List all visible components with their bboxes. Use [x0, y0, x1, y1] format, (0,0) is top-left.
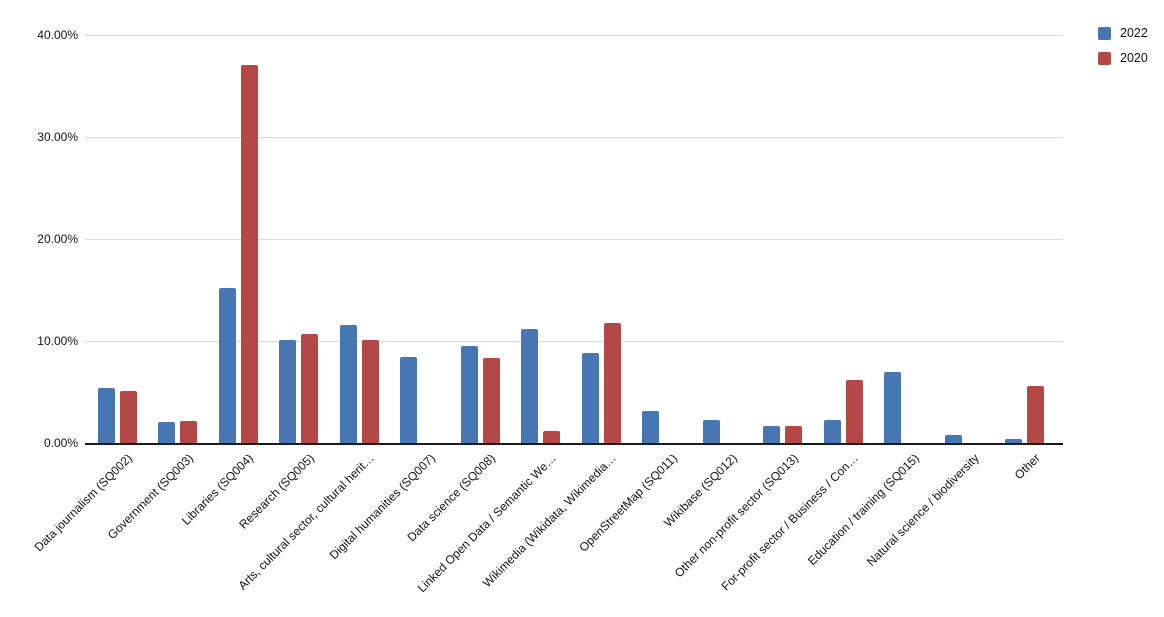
bar-2020-5 — [361, 340, 379, 443]
y-axis-tick-label: 20.00% — [37, 232, 78, 246]
y-axis-tick-label: 40.00% — [37, 28, 78, 42]
bar-2020-16 — [1027, 386, 1045, 443]
bar-2022-3 — [218, 288, 236, 443]
bar-2022-14 — [884, 372, 902, 443]
bar-2020-13 — [845, 380, 863, 443]
bar-2020-7 — [482, 358, 500, 443]
y-axis-tick-label: 10.00% — [37, 334, 78, 348]
gridline — [85, 239, 1063, 240]
bar-2020-2 — [180, 421, 198, 443]
bar-2022-16 — [1005, 439, 1023, 443]
legend-swatch-icon — [1098, 51, 1111, 65]
bar-2022-8 — [521, 329, 539, 443]
legend-swatch-icon — [1098, 26, 1111, 40]
gridline — [85, 341, 1063, 342]
bar-2020-9 — [603, 323, 621, 443]
gridline — [85, 137, 1063, 138]
bar-2022-1 — [97, 388, 115, 443]
bar-2022-10 — [642, 411, 660, 443]
legend-label: 2022 — [1120, 26, 1148, 40]
legend-item-2022: 2022 — [1098, 26, 1148, 40]
bar-2020-4 — [301, 334, 319, 443]
bar-2020-8 — [543, 431, 561, 443]
bar-2022-2 — [158, 422, 176, 443]
bar-2022-15 — [944, 435, 962, 443]
legend-label: 2020 — [1120, 51, 1148, 65]
gridline — [85, 35, 1063, 36]
bar-2022-5 — [339, 325, 357, 443]
legend: 2022 2020 — [1098, 26, 1148, 76]
bar-2022-13 — [823, 420, 841, 443]
bar-2022-4 — [279, 340, 297, 443]
bar-2022-6 — [400, 357, 418, 443]
bar-2020-1 — [119, 391, 137, 443]
bar-2022-9 — [581, 353, 599, 443]
bar-2020-3 — [240, 65, 258, 443]
legend-item-2020: 2020 — [1098, 51, 1148, 65]
bar-2022-11 — [702, 420, 720, 443]
y-axis-tick-label: 30.00% — [37, 130, 78, 144]
bar-2022-7 — [460, 346, 478, 443]
x-axis-line — [85, 443, 1063, 445]
bar-2020-12 — [785, 426, 803, 443]
y-axis-tick-label: 0.00% — [43, 436, 78, 450]
bar-2022-12 — [763, 426, 781, 443]
